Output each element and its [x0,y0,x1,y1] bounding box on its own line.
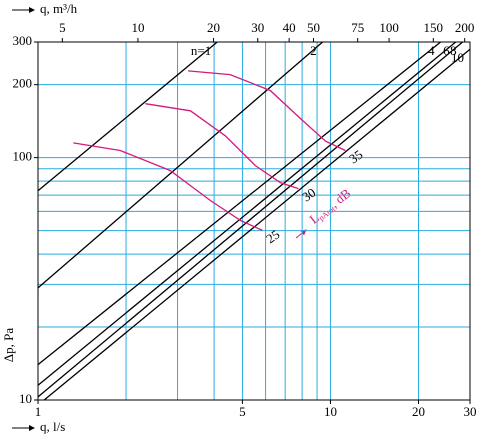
series-label: 6 [443,43,450,58]
y-tick-label: 200 [13,76,33,91]
series-line [37,41,464,398]
y-tick-label: 100 [13,149,33,164]
x-tick-label: 30 [464,404,477,419]
series-label: 4 [428,43,435,58]
x2-tick-label: 50 [307,20,320,35]
x2-tick-label: 75 [351,20,364,35]
x-tick-label: 5 [239,404,246,419]
series-line [37,41,218,192]
x2-tick-label: 100 [379,20,399,35]
x2-tick-label: 30 [251,20,264,35]
arrow [295,229,307,239]
series-label: 10 [451,50,464,65]
series-label: 25 [263,227,282,247]
x2-tick-label: 150 [424,20,444,35]
series-line [188,70,346,152]
series-label: n=1 [191,43,211,58]
series-line [37,41,324,289]
x2-axis-label: q, m³/h [40,1,78,16]
x2-tick-label: 40 [283,20,296,35]
series-line [145,103,299,190]
y-tick-label: 300 [13,33,33,48]
series-line [37,41,442,366]
x2-tick-label: 20 [207,20,220,35]
x-axis-label: q, l/s [40,419,65,434]
x2-tick-label: 5 [59,20,66,35]
plot-frame [37,41,471,401]
series-line [37,41,457,386]
series-line [73,142,263,231]
x2-tick-label: 10 [131,20,144,35]
x2-tick-label: 200 [455,20,475,35]
series-label: 8 [450,43,457,58]
y-axis-label: Δp, Pa [1,328,16,363]
x-tick-label: 20 [412,404,425,419]
series-label: 2 [310,43,317,58]
x-tick-label: 10 [324,404,337,419]
y-tick-label: 10 [19,391,32,406]
x-tick-label: 1 [35,404,42,419]
series-line [43,48,471,401]
